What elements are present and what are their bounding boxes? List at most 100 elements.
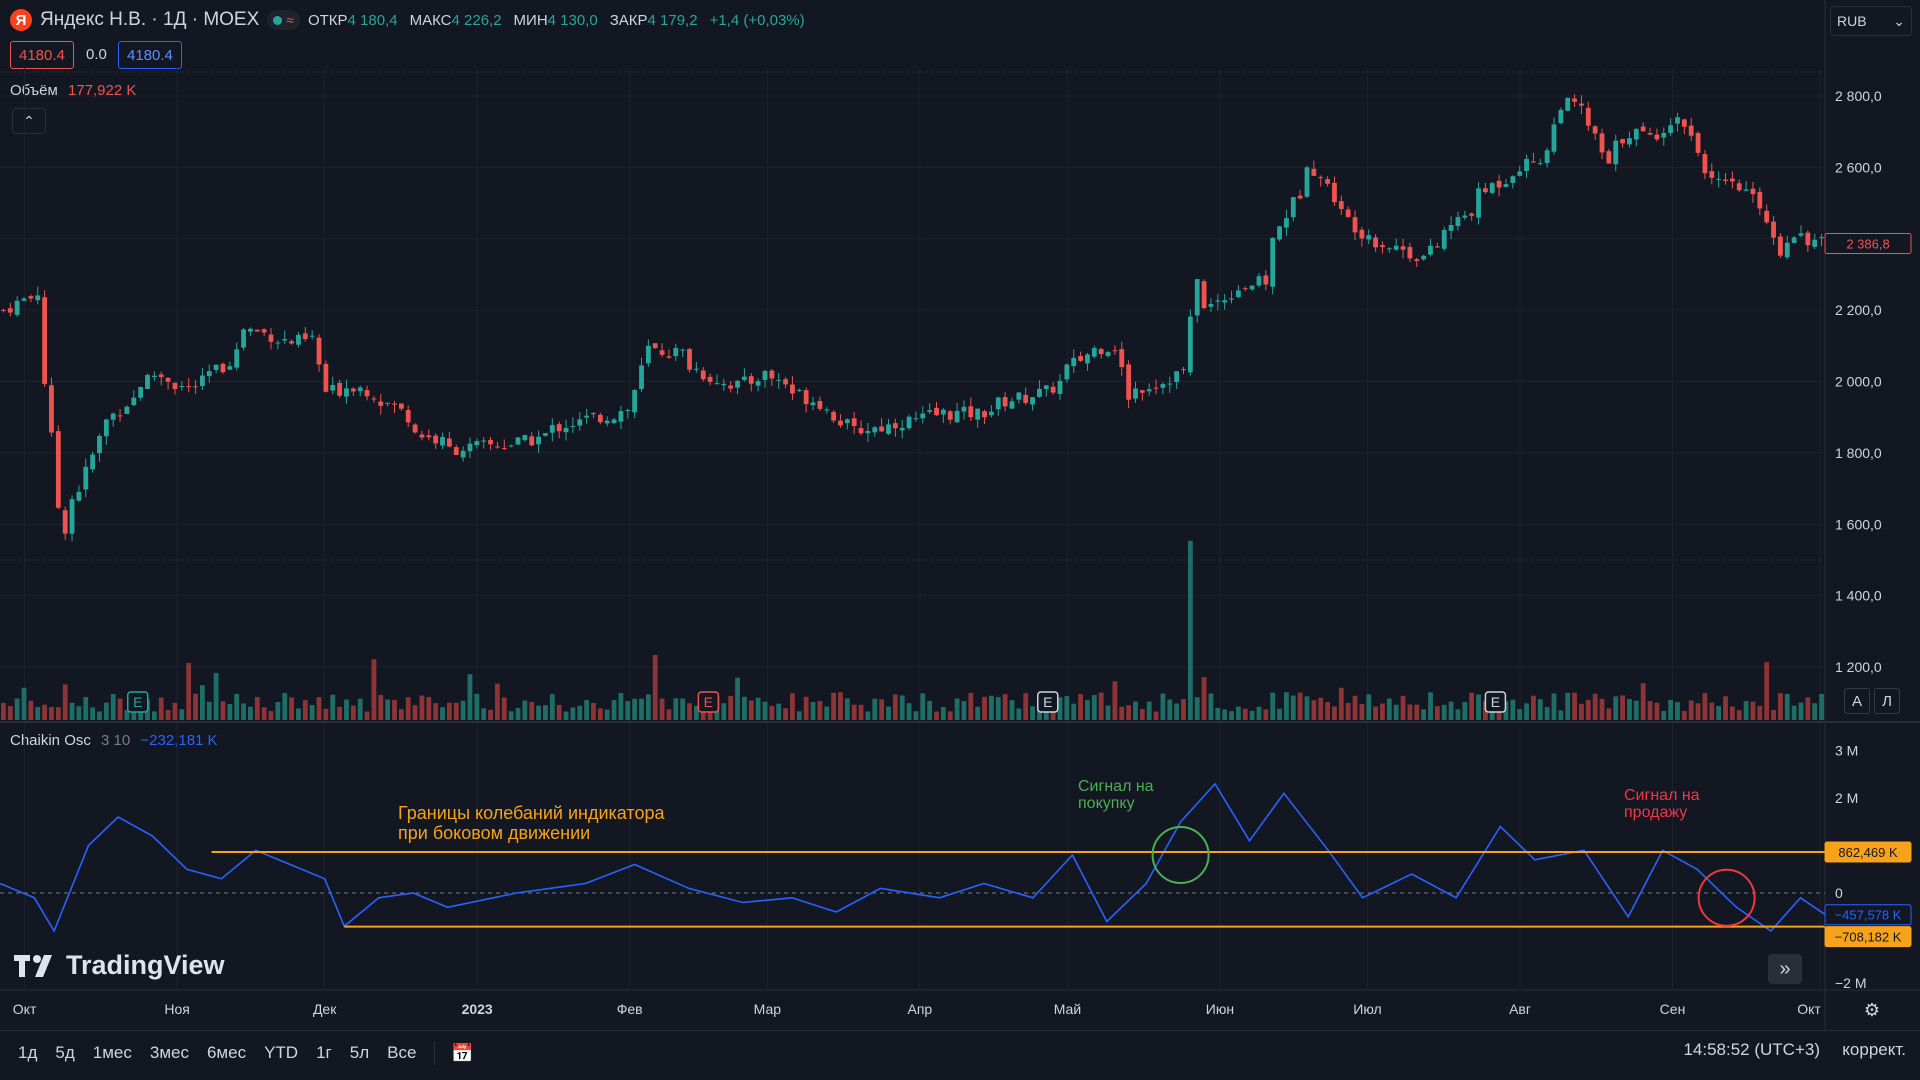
candle-body xyxy=(213,364,219,370)
candle-body xyxy=(1325,179,1330,184)
candle-body xyxy=(611,419,617,424)
symbol-title[interactable]: Яндекс Н.В. · 1Д · MOEX xyxy=(40,9,260,30)
volume-bar xyxy=(1222,709,1228,720)
volume-bar xyxy=(261,707,267,720)
buy-signal-line2: покупку xyxy=(1078,795,1135,812)
volume-bar xyxy=(501,697,507,720)
candle-body xyxy=(783,379,788,385)
candle-body xyxy=(1338,201,1344,209)
volume-bar xyxy=(1428,692,1433,720)
volume-bar xyxy=(1002,694,1008,720)
range-6m[interactable]: 6мес xyxy=(206,1043,247,1062)
clock[interactable]: 14:58:52 (UTC+3) xyxy=(1683,1040,1820,1059)
candle-body xyxy=(1119,349,1125,367)
tradingview-logo[interactable]: TradingView xyxy=(14,950,225,981)
candle-body xyxy=(1819,237,1824,239)
brand-label: TradingView xyxy=(66,950,225,980)
volume-bar xyxy=(872,698,878,720)
volume-bar xyxy=(275,701,281,720)
candle-body xyxy=(1661,132,1667,138)
range-1y[interactable]: 1г xyxy=(316,1043,332,1062)
range-annotation: Границы колебаний индикатора при боковом… xyxy=(398,803,664,843)
volume-bar xyxy=(563,711,569,720)
candle-body xyxy=(1476,188,1481,218)
earnings-marker: E xyxy=(1037,691,1059,713)
candle-body xyxy=(920,413,926,419)
candle-body xyxy=(1647,133,1653,135)
volume-bar xyxy=(934,711,939,720)
market-status[interactable]: ≈ xyxy=(267,10,300,30)
log-scale-button[interactable]: Л xyxy=(1874,688,1900,714)
candle-body xyxy=(1688,125,1694,136)
osc-name[interactable]: Chaikin Osc xyxy=(10,732,91,749)
candle-body xyxy=(302,333,308,340)
range-1d[interactable]: 1д xyxy=(18,1043,38,1062)
volume-bar xyxy=(1736,710,1742,720)
volume-bar xyxy=(398,709,404,720)
volume-bar xyxy=(604,709,610,720)
calendar-goto-icon[interactable]: 📅 xyxy=(451,1042,474,1063)
candle-body xyxy=(913,418,919,420)
volume-bar xyxy=(316,697,322,720)
candle-body xyxy=(220,363,226,373)
volume-bar xyxy=(193,693,198,720)
volume-bar xyxy=(1592,693,1598,720)
volume-bar xyxy=(1572,692,1577,720)
candle-body xyxy=(1778,236,1783,256)
volume-bar xyxy=(666,709,672,720)
candle-body xyxy=(1771,221,1776,238)
candle-body xyxy=(1139,390,1145,393)
candle-body xyxy=(543,433,548,436)
candle-body xyxy=(735,380,740,388)
candle-body xyxy=(529,436,535,446)
range-1m[interactable]: 1мес xyxy=(92,1043,132,1062)
volume-bar xyxy=(556,704,562,720)
candle-body xyxy=(1194,279,1200,316)
volume-bar xyxy=(1112,681,1118,720)
scroll-to-realtime-button[interactable]: » xyxy=(1768,954,1802,984)
volume-bar xyxy=(940,706,946,720)
volume-bar xyxy=(1544,707,1550,720)
high-label: МАКС xyxy=(409,11,452,29)
time-tick-label: Сен xyxy=(1660,1001,1686,1017)
candle-body xyxy=(632,390,638,413)
volume-bar xyxy=(536,705,541,720)
volume-bar xyxy=(899,695,905,720)
candle-body xyxy=(1359,229,1365,239)
candle-body xyxy=(742,376,747,380)
sell-button[interactable]: 4180.4 xyxy=(10,41,74,69)
buy-button[interactable]: 4180.4 xyxy=(118,41,182,69)
volume-bar xyxy=(1565,692,1571,720)
candle-body xyxy=(1599,133,1605,153)
adjustment-toggle[interactable]: коррект. xyxy=(1842,1040,1906,1059)
candle-body xyxy=(1112,350,1118,352)
osc-value-badge: −457,578 K xyxy=(1824,904,1912,926)
candle-body xyxy=(563,427,569,433)
range-3m[interactable]: 3мес xyxy=(149,1043,189,1062)
volume-bar xyxy=(481,708,487,720)
volume-bar xyxy=(947,711,953,720)
range-5y[interactable]: 5л xyxy=(349,1043,370,1062)
currency-select[interactable]: RUB ⌄ xyxy=(1830,6,1912,36)
candle-body xyxy=(309,335,315,337)
range-5d[interactable]: 5д xyxy=(55,1043,75,1062)
collapse-legend-button[interactable]: ⌃ xyxy=(12,108,46,134)
candle-body xyxy=(1,309,6,311)
lower-line-badge-text: −708,182 K xyxy=(1835,930,1902,945)
candle-body xyxy=(1572,98,1577,102)
range-all[interactable]: Все xyxy=(387,1043,417,1062)
auto-scale-button[interactable]: A xyxy=(1844,688,1870,714)
volume-bar xyxy=(892,694,898,720)
volume-bar xyxy=(1338,687,1344,720)
volume-bar xyxy=(364,711,370,720)
candle-body xyxy=(151,375,157,378)
candle-body xyxy=(858,428,864,434)
range-ytd[interactable]: YTD xyxy=(264,1043,299,1062)
candle-body xyxy=(1812,239,1818,247)
candle-body xyxy=(55,431,61,508)
candle-body xyxy=(1469,213,1475,216)
volume-bar xyxy=(1352,695,1358,720)
candle-body xyxy=(982,411,987,418)
candle-body xyxy=(666,356,672,358)
